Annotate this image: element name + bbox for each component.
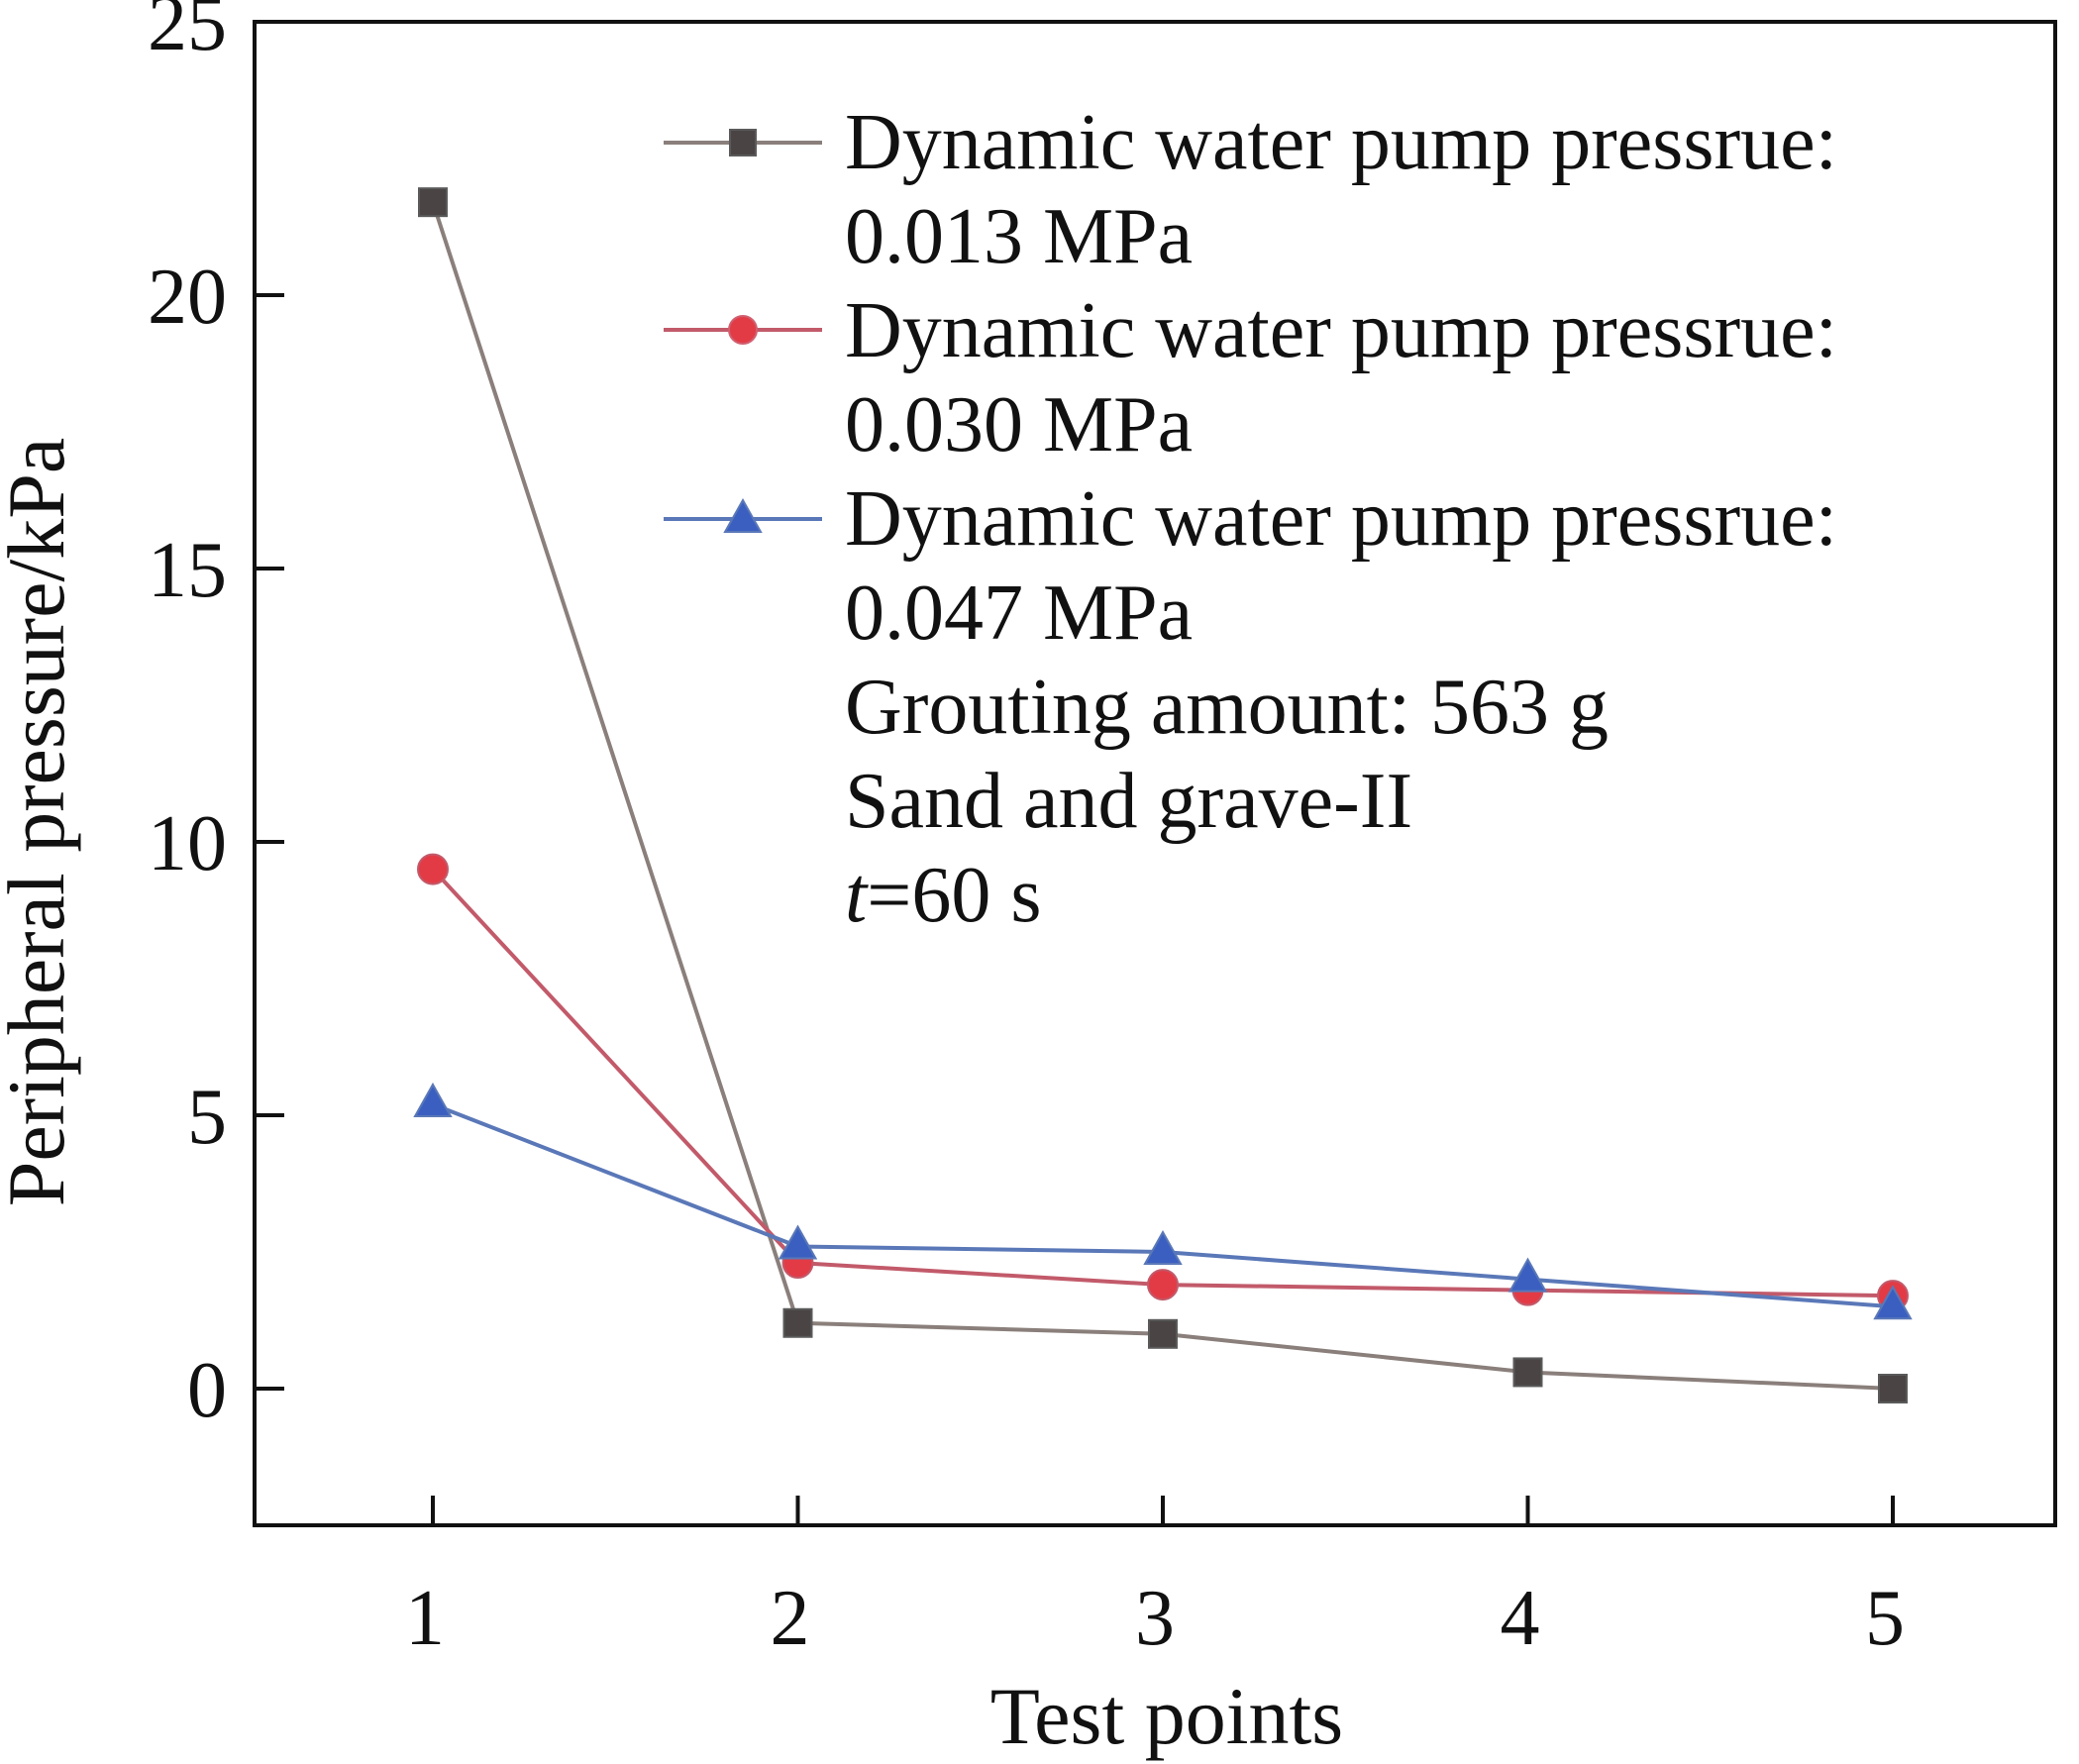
legend-entry-3: Dynamic water pump pressrue: 0.047 MPa (664, 475, 1837, 657)
annotation-time-variable: t (845, 852, 869, 939)
series-3-point (1507, 1257, 1548, 1293)
annotation-grouting: Grouting amount: 563 g (845, 664, 1609, 751)
legend-marker-square (729, 129, 757, 156)
x-axis: 1 2 3 4 5 (405, 1496, 1905, 1662)
y-tick-label: 20 (148, 254, 227, 341)
series-1-point (418, 187, 448, 218)
legend-label-3-line1: Dynamic water pump pressrue: (845, 475, 1837, 563)
legend-entry-2: Dynamic water pump pressrue: 0.030 MPa (664, 287, 1837, 468)
annotation-time-value: =60 s (867, 852, 1041, 939)
x-tick-label: 2 (771, 1575, 810, 1662)
legend-marker-triangle (723, 497, 763, 533)
y-tick-label: 25 (148, 0, 227, 67)
series-1-point (1878, 1374, 1908, 1403)
annotation-material: Sand and grave-II (845, 758, 1412, 845)
series-3-point (778, 1224, 818, 1260)
legend-marker-circle (728, 315, 758, 345)
legend: Dynamic water pump pressrue: 0.013 MPa D… (664, 99, 1837, 939)
y-axis-title: Peripheral pressure/kPa (0, 438, 81, 1206)
series-3-point (1873, 1285, 1913, 1320)
x-tick-label: 4 (1501, 1575, 1540, 1662)
y-tick-label: 15 (148, 527, 227, 614)
x-axis-title: Test points (990, 1671, 1343, 1761)
legend-label-1-line1: Dynamic water pump pressrue: (845, 99, 1837, 186)
series-layer (413, 187, 1913, 1403)
series-3-point (413, 1082, 453, 1117)
legend-label-3-line2: 0.047 MPa (845, 570, 1193, 657)
annotation-time: t=60 s (845, 852, 1041, 939)
plot-frame (253, 20, 2057, 1527)
series-1-point (1148, 1318, 1178, 1349)
series-2-point (1147, 1269, 1179, 1301)
legend-label-2-line1: Dynamic water pump pressrue: (845, 287, 1837, 374)
y-tick-label: 0 (187, 1347, 227, 1434)
y-axis: 0 5 10 15 20 25 (148, 0, 284, 1434)
x-tick-label: 5 (1865, 1575, 1905, 1662)
series-2-point (417, 853, 449, 885)
y-tick-label: 5 (187, 1074, 227, 1161)
legend-entry-1: Dynamic water pump pressrue: 0.013 MPa (664, 99, 1837, 280)
series-1-point (1512, 1357, 1543, 1388)
legend-label-2-line2: 0.030 MPa (845, 381, 1193, 468)
y-tick-label: 10 (148, 800, 227, 887)
series-3-point (1143, 1229, 1183, 1265)
x-tick-label: 1 (405, 1575, 445, 1662)
series-1-point (782, 1307, 813, 1338)
legend-label-1-line2: 0.013 MPa (845, 193, 1193, 280)
x-tick-label: 3 (1135, 1575, 1175, 1662)
